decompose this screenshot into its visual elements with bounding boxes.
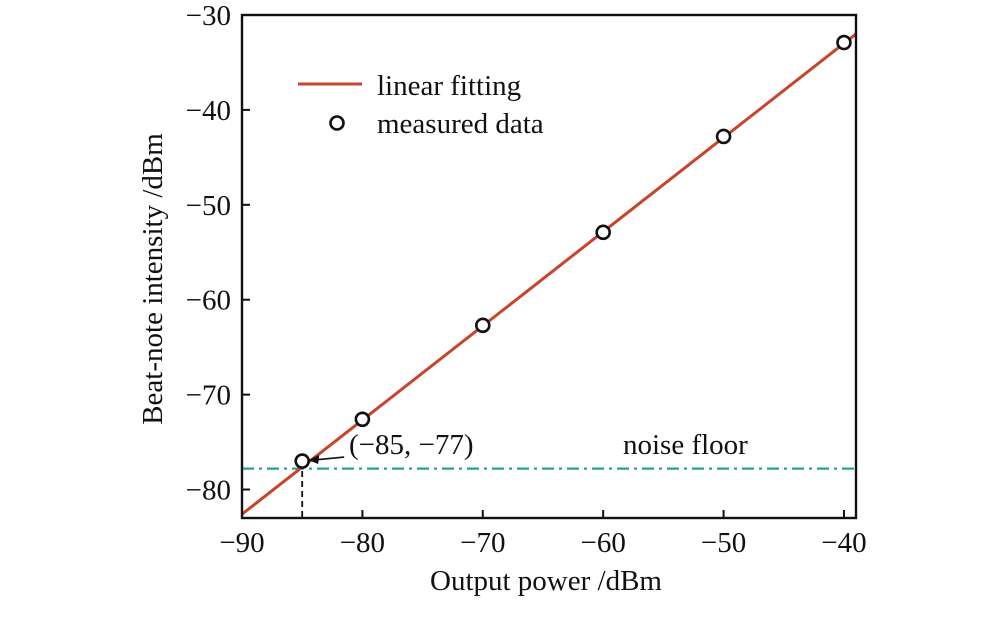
y-tick-label: −40 xyxy=(186,95,231,127)
y-tick-label: −80 xyxy=(186,475,231,507)
y-tick-label: −70 xyxy=(186,380,231,412)
fit-line xyxy=(242,32,856,516)
plot-frame xyxy=(240,13,858,520)
data-point xyxy=(474,317,491,334)
y-tick-label: −50 xyxy=(186,190,231,222)
data-point xyxy=(595,224,611,241)
x-tick-label: −70 xyxy=(460,527,505,559)
data-point xyxy=(354,411,371,428)
plot-layer xyxy=(242,32,856,518)
data-point xyxy=(836,34,852,51)
noise-floor-label: noise floor xyxy=(623,429,748,461)
legend-label-data: measured data xyxy=(377,108,544,140)
annotation-arrow-head xyxy=(308,455,320,465)
plot-area xyxy=(242,32,856,516)
data-point xyxy=(715,128,732,145)
y-axis-title: Beat-note intensity /dBm xyxy=(137,133,169,425)
legend-marker-swatch xyxy=(329,115,345,131)
y-tick-label: −30 xyxy=(186,0,231,32)
x-tick-label: −60 xyxy=(580,527,625,559)
axes-layer: −90 −80 −70 −60 −50 −40 −30 −40 −50 −60 −70 −80 xyxy=(186,0,867,559)
legend: linear fitting measured data xyxy=(298,70,544,140)
y-tick-label: −60 xyxy=(186,285,231,317)
x-axis-title: Output power /dBm xyxy=(430,565,662,597)
point-annotation: (−85, −77) xyxy=(349,429,474,461)
legend-label-fit: linear fitting xyxy=(377,70,521,102)
x-tick-label: −80 xyxy=(340,527,385,559)
x-tick-label: −40 xyxy=(821,527,866,559)
x-tick-label: −90 xyxy=(219,527,264,559)
x-tick-label: −50 xyxy=(701,527,746,559)
data-point xyxy=(294,453,310,469)
